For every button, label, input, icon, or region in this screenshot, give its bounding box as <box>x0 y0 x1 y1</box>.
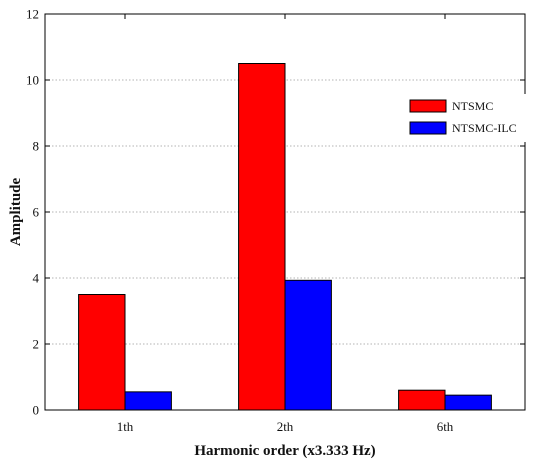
legend-label-ntsmc-ilc: NTSMC-ILC <box>452 121 517 135</box>
y-tick-label: 8 <box>33 139 40 154</box>
legend-swatch-ntsmc <box>409 99 447 113</box>
ticks <box>45 13 525 411</box>
x-tick-label: 6th <box>437 419 454 434</box>
y-tick-label: 0 <box>33 403 40 418</box>
bar-ntsmc-ilc-2th <box>284 279 332 411</box>
bar-ntsmc-ilc-1th <box>124 391 172 411</box>
bar-ntsmc-ilc-6th <box>444 394 492 411</box>
bar-ntsmc-2th <box>238 63 286 411</box>
bar-ntsmc-6th <box>398 389 446 411</box>
legend-swatch-ntsmc-ilc <box>409 121 447 135</box>
legend-label-ntsmc: NTSMC <box>452 99 493 113</box>
y-axis-title: Amplitude <box>8 177 24 246</box>
y-tick-label: 2 <box>33 337 40 352</box>
y-tick-label: 12 <box>26 7 39 22</box>
grid-lines <box>45 79 525 345</box>
y-tick-label: 6 <box>33 205 40 220</box>
bar-ntsmc-1th <box>78 294 126 411</box>
tick-labels: 0 2 4 6 8 10 12 1th 2th 6th <box>26 7 454 435</box>
y-tick-label: 4 <box>33 271 40 286</box>
x-tick-label: 2th <box>277 419 294 434</box>
y-tick-label: 10 <box>26 73 39 88</box>
x-axis-title: Harmonic order (x3.333 Hz) <box>194 443 375 459</box>
bars <box>78 63 492 411</box>
legend: NTSMC NTSMC-ILC <box>406 94 528 142</box>
x-tick-label: 1th <box>117 419 134 434</box>
